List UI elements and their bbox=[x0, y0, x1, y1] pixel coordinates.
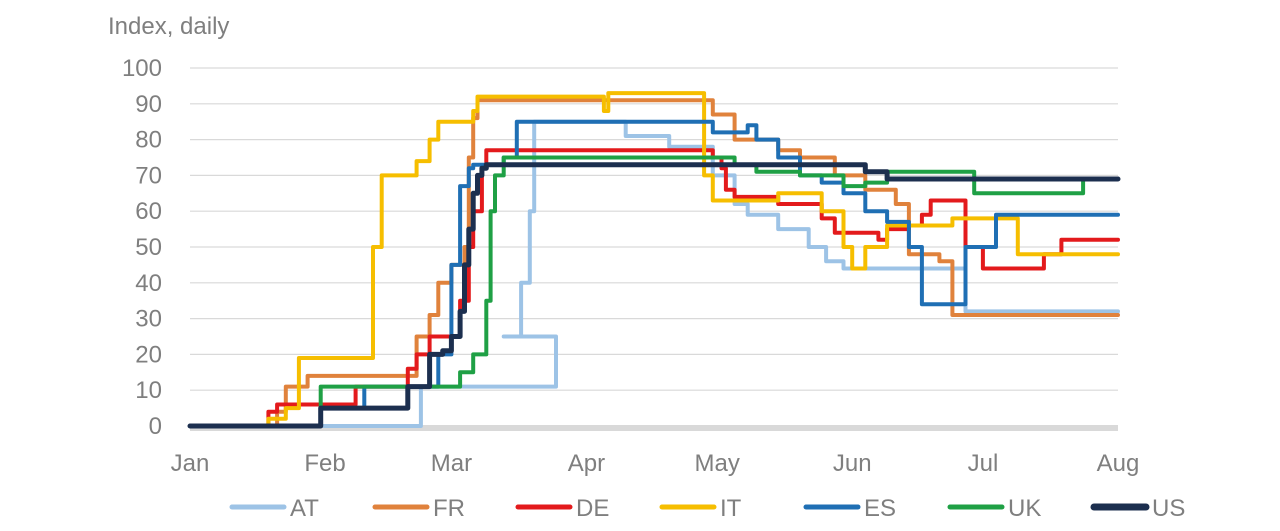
legend-label-de: DE bbox=[576, 495, 609, 522]
legend-label-it: IT bbox=[720, 495, 742, 522]
series-line-it bbox=[188, 91, 1120, 428]
legend-label-fr: FR bbox=[433, 495, 465, 522]
y-tick-label: 90 bbox=[135, 91, 162, 118]
y-tick-label: 20 bbox=[135, 341, 162, 368]
legend-label-uk: UK bbox=[1008, 495, 1041, 522]
series-line-uk bbox=[188, 155, 1120, 428]
y-tick-label: 50 bbox=[135, 234, 162, 261]
x-tick-label: Mar bbox=[431, 450, 472, 477]
x-tick-label: Jan bbox=[171, 450, 210, 477]
y-tick-label: 60 bbox=[135, 198, 162, 225]
series-lines bbox=[187, 91, 1121, 429]
series-line-de bbox=[188, 148, 1120, 428]
y-tick-label: 80 bbox=[135, 127, 162, 154]
legend-label-at: AT bbox=[290, 495, 319, 522]
y-tick-labels: 0 10 20 30 40 50 60 70 80 90 100 bbox=[122, 55, 162, 440]
legend-label-es: ES bbox=[864, 495, 896, 522]
x-tick-label: Feb bbox=[304, 450, 345, 477]
y-tick-label: 70 bbox=[135, 162, 162, 189]
x-tick-labels: Jan Feb Mar Apr May Jun Jul Aug bbox=[171, 450, 1140, 477]
y-tick-label: 10 bbox=[135, 377, 162, 404]
series-line-es bbox=[188, 119, 1120, 428]
x-tick-label: Jun bbox=[833, 450, 872, 477]
y-tick-label: 100 bbox=[122, 55, 162, 82]
x-tick-label: Apr bbox=[568, 450, 605, 477]
y-axis-label: Index, daily bbox=[108, 13, 229, 40]
series-line-at bbox=[188, 119, 1120, 428]
series-line-fr bbox=[188, 98, 1120, 428]
x-tick-label: May bbox=[695, 450, 740, 477]
y-tick-label: 0 bbox=[149, 413, 162, 440]
x-tick-label: Jul bbox=[968, 450, 999, 477]
legend: AT FR DE IT ES UK US bbox=[229, 495, 1185, 522]
series-line-us bbox=[187, 162, 1121, 429]
y-tick-label: 40 bbox=[135, 270, 162, 297]
x-tick-label: Aug bbox=[1097, 450, 1140, 477]
y-tick-label: 30 bbox=[135, 306, 162, 333]
legend-label-us: US bbox=[1152, 495, 1185, 522]
